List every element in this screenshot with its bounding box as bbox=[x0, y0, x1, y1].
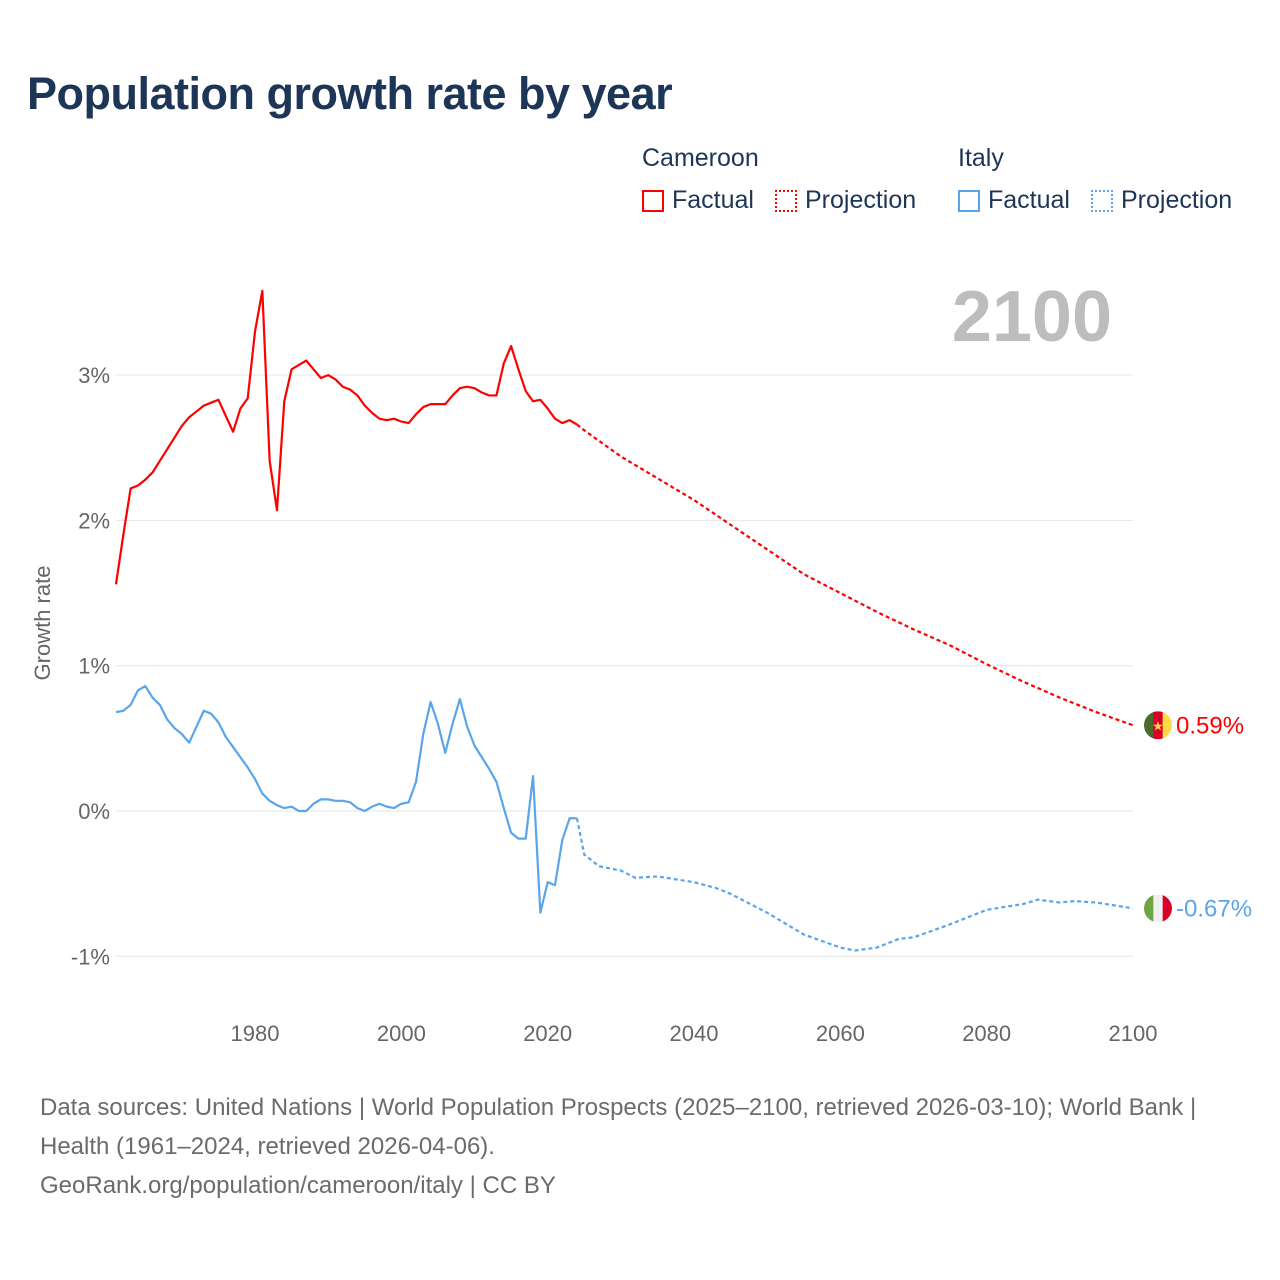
flag-stripe bbox=[1162, 711, 1172, 740]
chart-plot: 3% 2% 1% 0% -1% 1980 2000 2020 2040 2060 2080 2100… bbox=[30, 289, 1252, 1046]
solid-swatch-icon bbox=[958, 189, 980, 212]
legend-country-name: Italy bbox=[958, 144, 1004, 172]
data-sources: Data sources: United Nations | World Pop… bbox=[40, 1094, 1197, 1160]
gridlines bbox=[116, 374, 1133, 957]
legend-cameroon-projection[interactable]: Projection bbox=[775, 186, 916, 215]
cameroon-end-value-label: 0.59% bbox=[1176, 712, 1244, 739]
current-year-label: 2100 bbox=[951, 277, 1112, 357]
italy-flag-icon bbox=[1144, 894, 1172, 923]
flag-stripe bbox=[1144, 711, 1154, 740]
chart-title: Population growth rate by year bbox=[27, 68, 673, 119]
dotted-swatch-icon bbox=[775, 189, 797, 212]
series-end-markers: ★ 0.59% -0.67% bbox=[1144, 711, 1252, 923]
x-tick-label: 2080 bbox=[962, 1021, 1011, 1046]
legend-label: Factual bbox=[988, 186, 1070, 214]
x-tick-label: 2100 bbox=[1109, 1021, 1158, 1046]
y-axis-label: Growth rate bbox=[30, 566, 55, 681]
x-tick-label: 1980 bbox=[231, 1021, 280, 1046]
y-tick-label: 3% bbox=[78, 363, 110, 388]
legend-italy-factual[interactable]: Factual bbox=[958, 186, 1070, 215]
flag-stripe bbox=[1153, 894, 1164, 923]
x-tick-label: 2020 bbox=[523, 1021, 572, 1046]
solid-swatch-icon bbox=[642, 189, 664, 212]
legend-cameroon-factual[interactable]: Factual bbox=[642, 186, 754, 215]
x-tick-label: 2060 bbox=[816, 1021, 865, 1046]
series-lines bbox=[114, 289, 1134, 952]
flag-stripe bbox=[1162, 894, 1172, 923]
y-tick-label: -1% bbox=[71, 944, 110, 969]
cameroon-flag-icon: ★ bbox=[1144, 711, 1172, 740]
cameroon-projection-line bbox=[576, 423, 1134, 727]
y-axis-ticks: 3% 2% 1% 0% -1% bbox=[71, 363, 110, 969]
y-tick-label: 1% bbox=[78, 654, 110, 679]
dotted-swatch-icon bbox=[1091, 189, 1113, 212]
x-tick-label: 2000 bbox=[377, 1021, 426, 1046]
cameroon-factual-line bbox=[114, 289, 578, 585]
flag-stripe bbox=[1144, 894, 1154, 923]
x-tick-label: 2040 bbox=[670, 1021, 719, 1046]
credit-link[interactable]: GeoRank.org/population/cameroon/italy | … bbox=[40, 1172, 556, 1199]
legend-label: Projection bbox=[805, 186, 917, 214]
y-tick-label: 0% bbox=[78, 799, 110, 824]
legend-country-name: Cameroon bbox=[642, 144, 759, 172]
footer: Data sources: United Nations | World Pop… bbox=[40, 1088, 1240, 1205]
italy-end-value-label: -0.67% bbox=[1176, 895, 1252, 922]
italy-factual-line bbox=[115, 684, 577, 914]
y-tick-label: 2% bbox=[78, 508, 110, 533]
legend-label: Factual bbox=[672, 186, 754, 214]
legend-italy-projection[interactable]: Projection bbox=[1091, 186, 1232, 215]
flag-stripe bbox=[1153, 711, 1164, 740]
italy-projection-line bbox=[575, 818, 1134, 952]
x-axis-ticks: 1980 2000 2020 2040 2060 2080 2100 bbox=[231, 1021, 1158, 1046]
flag-star-icon: ★ bbox=[1152, 718, 1164, 733]
legend-label: Projection bbox=[1121, 186, 1233, 214]
